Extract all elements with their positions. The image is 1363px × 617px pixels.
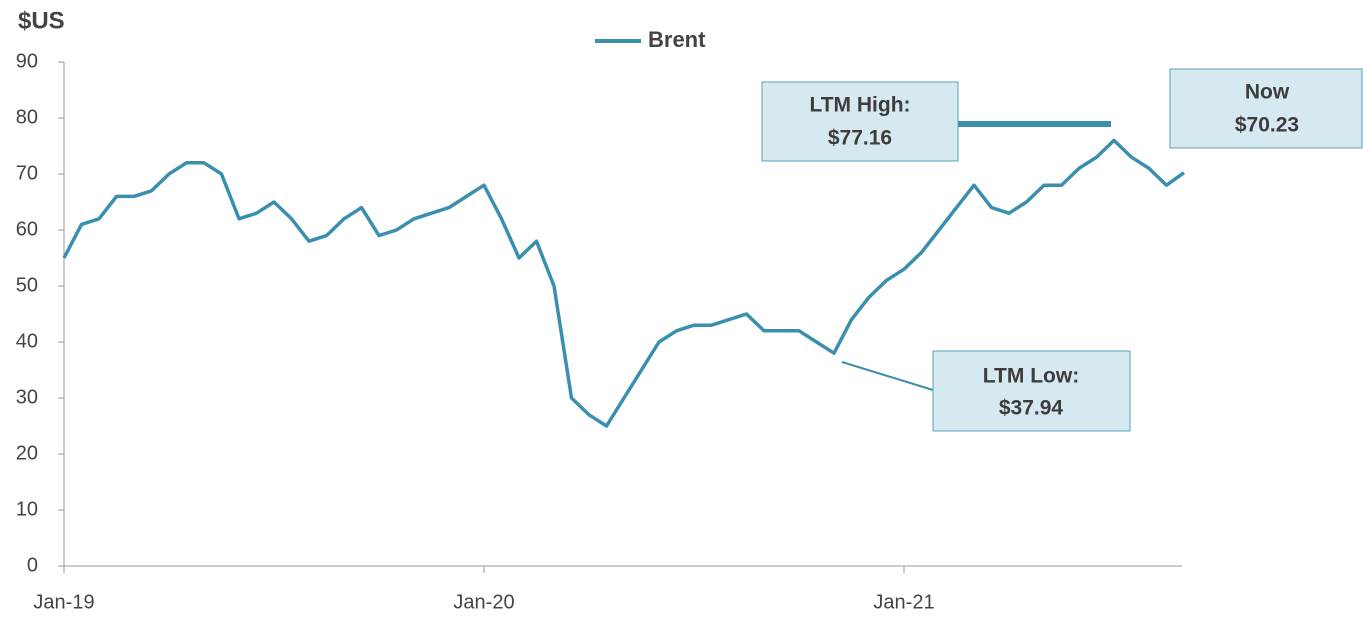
y-tick-label: 40 xyxy=(16,330,38,352)
y-tick-label: 80 xyxy=(16,106,38,128)
x-tick-label: Jan-21 xyxy=(873,591,934,613)
x-tick-label: Jan-20 xyxy=(453,591,514,613)
legend-label: Brent xyxy=(648,27,706,52)
annotation-box xyxy=(1169,68,1363,149)
annotation-box xyxy=(932,350,1131,432)
y-tick-label: 70 xyxy=(16,162,38,184)
annotation-text: LTM Low: xyxy=(983,365,1079,388)
y-tick-label: 10 xyxy=(16,498,38,520)
y-tick-label: 60 xyxy=(16,218,38,240)
annotation-text: $77.16 xyxy=(828,127,892,150)
annotation-text: LTM High: xyxy=(809,94,910,117)
y-tick-label: 30 xyxy=(16,386,38,408)
y-tick-label: 50 xyxy=(16,274,38,296)
annotation-text: $37.94 xyxy=(999,397,1064,420)
x-tick-label: Jan-19 xyxy=(33,591,94,613)
y-axis-label: $US xyxy=(18,7,65,34)
y-tick-label: 0 xyxy=(27,554,38,576)
data-line xyxy=(62,138,1186,428)
y-tick-label: 90 xyxy=(16,50,38,72)
low-leader xyxy=(841,361,934,391)
annotation-box xyxy=(761,81,959,162)
y-tick-label: 20 xyxy=(16,442,38,464)
annotation-text: Now xyxy=(1245,81,1290,104)
annotation-text: $70.23 xyxy=(1235,114,1299,137)
